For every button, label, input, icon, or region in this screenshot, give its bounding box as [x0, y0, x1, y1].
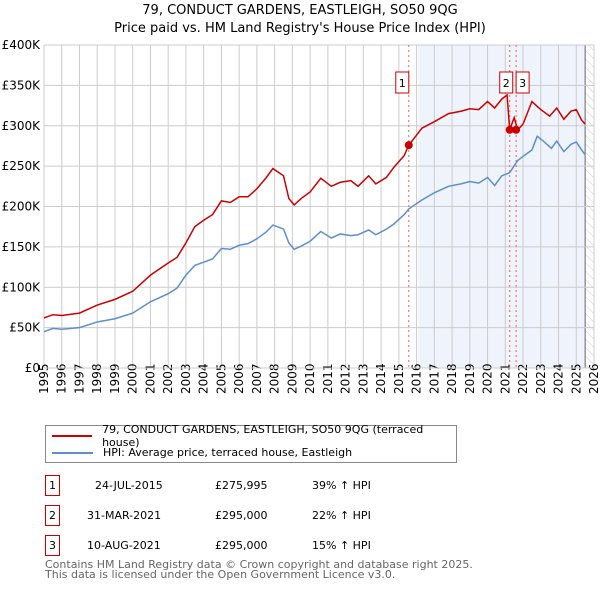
x-tick-label: 2010	[303, 363, 317, 394]
x-tick-label: 2008	[268, 363, 282, 394]
x-tick-label: 2002	[161, 363, 175, 394]
y-tick-label: £100K	[2, 280, 42, 294]
legend-item-property: 79, CONDUCT GARDENS, EASTLEIGH, SO50 9QG…	[52, 423, 456, 449]
x-tick-label: 2026	[587, 363, 600, 394]
sale-row: 3 10-AUG-2021 £295,000 15% ↑ HPI	[45, 535, 445, 556]
legend: 79, CONDUCT GARDENS, EASTLEIGH, SO50 9QG…	[45, 423, 457, 463]
x-tick-label: 2020	[481, 363, 495, 394]
y-tick-label: £300K	[2, 119, 42, 133]
x-tick-label: 2005	[214, 363, 228, 394]
price-chart: 1995 1996 1997 1998 1999 2000 2001 2002 2003 2004…	[2, 38, 600, 394]
x-tick-label: 1998	[90, 363, 104, 394]
sale-hpi-diff: 39% ↑ HPI	[312, 479, 371, 492]
x-tick-label: 2007	[250, 363, 264, 394]
sale-marker-label: 1	[399, 77, 406, 90]
sale-price: £295,000	[215, 539, 268, 552]
y-tick-label: £0	[25, 361, 40, 375]
footer-line-2: This data is licensed under the Open Gov…	[45, 568, 396, 581]
x-tick-label: 1996	[55, 363, 69, 394]
sale-marker-label: 3	[519, 77, 526, 90]
legend-item-hpi: HPI: Average price, terraced house, East…	[52, 444, 352, 461]
sale-row: 2 31-MAR-2021 £295,000 22% ↑ HPI	[45, 505, 445, 526]
y-tick-label: £50K	[9, 321, 41, 335]
legend-label: HPI: Average price, terraced house, East…	[103, 446, 353, 459]
sale-price: £295,000	[215, 509, 268, 522]
sale-point	[505, 125, 514, 134]
chart-subtitle: Price paid vs. HM Land Registry's House …	[114, 21, 486, 36]
y-tick-label: £200K	[2, 200, 42, 214]
x-tick-label: 2019	[463, 363, 477, 394]
x-tick-label: 2024	[552, 363, 566, 394]
x-tick-label: 2012	[339, 363, 353, 394]
x-tick-label: 2017	[427, 363, 441, 394]
y-tick-label: £400K	[2, 38, 42, 52]
red-line-swatch	[52, 434, 93, 437]
x-tick-label: 2014	[374, 363, 388, 394]
sale-marker-badge: 2	[45, 505, 60, 526]
sale-price: £275,995	[215, 479, 268, 492]
x-tick-label: 2018	[445, 363, 459, 394]
sale-marker-box	[395, 71, 410, 94]
sale-point	[404, 141, 413, 150]
y-tick-label: £250K	[2, 159, 42, 173]
x-tick-label: 2006	[232, 363, 246, 394]
chart-title: 79, CONDUCT GARDENS, EASTLEIGH, SO50 9QG	[142, 3, 458, 18]
x-tick-label: 2001	[143, 363, 157, 394]
sale-marker-box	[499, 71, 514, 94]
sale-date: 31-MAR-2021	[87, 509, 162, 522]
x-tick-label: 2004	[197, 363, 211, 394]
legend-label: 79, CONDUCT GARDENS, EASTLEIGH, SO50 9QG…	[102, 422, 424, 449]
x-tick-label: 2016	[410, 363, 424, 394]
x-tick-label: 2013	[356, 363, 370, 394]
sale-marker-badge: 3	[45, 535, 60, 556]
x-tick-label: 2021	[498, 363, 512, 394]
x-tick-label: 2009	[285, 363, 299, 394]
x-tick-label: 1999	[108, 363, 122, 394]
sale-row: 1 24-JUL-2015 £275,995 39% ↑ HPI	[45, 475, 445, 496]
x-tick-label: 2015	[392, 363, 406, 394]
x-tick-label: 2011	[321, 363, 335, 394]
footer-line-1: Contains HM Land Registry data © Crown c…	[45, 558, 473, 571]
x-tick-label: 1995	[37, 363, 51, 394]
sale-point	[512, 125, 521, 134]
y-tick-label: £350K	[2, 78, 42, 92]
x-tick-label: 2025	[569, 363, 583, 394]
x-tick-label: 1997	[72, 363, 86, 394]
sale-marker-box	[515, 71, 530, 94]
x-tick-label: 2022	[516, 363, 530, 394]
footer: Contains HM Land Registry data © Crown c…	[45, 558, 473, 581]
x-tick-label: 2003	[179, 363, 193, 394]
x-tick-label: 2023	[534, 363, 548, 394]
x-tick-label: 2000	[126, 363, 140, 394]
hpi-line	[43, 135, 586, 333]
sale-date: 10-AUG-2021	[87, 539, 161, 552]
y-tick-label: £150K	[2, 240, 42, 254]
sale-marker-label: 2	[503, 77, 510, 90]
sale-hpi-diff: 15% ↑ HPI	[312, 539, 371, 552]
sale-marker-badge: 1	[45, 475, 60, 496]
sale-date: 24-JUL-2015	[95, 479, 163, 492]
sale-hpi-diff: 22% ↑ HPI	[312, 509, 371, 522]
blue-line-swatch	[52, 451, 93, 454]
